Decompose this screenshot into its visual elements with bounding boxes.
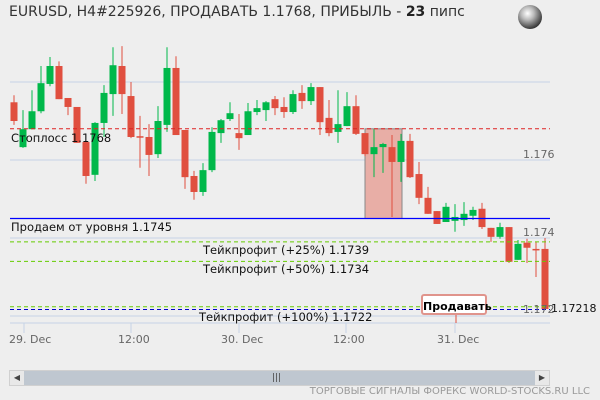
candle-up [244,111,252,136]
candle-down [487,227,495,237]
candle-up [100,92,108,123]
scroll-thumb-grip-icon[interactable]: ||| [272,373,282,383]
candle-down [523,242,531,248]
candle-up [469,209,477,216]
title-unit: пипс [425,4,465,20]
candle-up [28,111,36,130]
globe-icon[interactable] [518,5,542,29]
candle-down [325,117,333,134]
candle-up [37,83,45,112]
footer-text: ТОРГОВЫЕ СИГНАЛЫ ФОРЕКС WORLD-STOCKS.RU … [309,386,590,397]
candle-up [397,140,405,162]
candle-up [19,129,27,148]
title-text: EURUSD, H4#225926, ПРОДАВАТЬ 1.1768, ПРИ… [9,4,406,20]
candle-up [307,87,315,102]
candle-up [253,108,261,113]
candle-down [280,106,288,113]
candle-down [190,175,198,192]
candle-down [406,140,414,178]
candle-up [460,213,468,221]
candle-up [289,94,297,113]
stoploss-label: Стоплосс 1.1768 [11,131,112,145]
profit-pips: 23 [405,4,426,20]
x-tick-30-dec: 30. Dec [221,333,264,346]
candle-down [172,67,180,136]
candle-up [208,131,216,171]
candle-down [352,106,360,134]
signal-zone [364,128,403,219]
candle-down [298,92,306,102]
candle-up [217,120,225,134]
candle-down [235,133,243,139]
tp50-label: Тейкпрофит (+50%) 1.1734 [203,262,370,276]
candle-up [496,227,504,237]
y-tick-1.174: 1.174 [523,226,555,239]
candle-up [262,102,270,111]
tp100-label: Тейкпрофит (+100%) 1.1722 [199,310,373,324]
candle-up [226,113,234,120]
candle-down [316,87,324,123]
candle-up [154,121,162,155]
x-tick-31-dec: 31. Dec [437,333,480,346]
candle-down [541,248,549,309]
x-tick-29-dec: 29. Dec [9,333,52,346]
candle-up [109,65,117,95]
candle-down [361,133,369,155]
horizontal-scrollbar[interactable]: ◀ ||| ▶ [9,370,550,386]
candle-up [46,66,54,84]
candle-down [505,227,513,262]
sell-badge[interactable]: Продавать [421,294,492,315]
candle-up [379,144,387,148]
candle-down [73,106,81,143]
candle-down [415,174,423,198]
candle-down [388,147,396,162]
scroll-right-arrow-icon[interactable]: ▶ [535,371,549,385]
candle-up [442,206,450,223]
chart-title: EURUSD, H4#225926, ПРОДАВАТЬ 1.1768, ПРИ… [9,4,465,20]
candle-down [424,197,432,214]
candle-up [199,170,207,192]
current-price-label: 1.17218 [551,302,597,315]
candle-up [514,243,522,260]
entry-label: Продаем от уровня 1.1745 [11,220,173,234]
candle-down [127,96,135,137]
tp25-label: Тейкпрофит (+25%) 1.1739 [203,243,370,257]
candle-down [271,99,279,109]
candle-down [82,142,90,176]
candle-down [181,129,189,178]
candle-up [334,124,342,132]
candle-up [91,122,99,175]
y-tick-1.172: 1.172 [523,303,555,316]
y-tick-1.176: 1.176 [523,148,555,161]
candle-down [55,66,63,100]
x-tick-12-00-b: 12:00 [333,333,365,346]
candle-down [433,211,441,224]
candle-down [64,97,72,107]
candle-down [10,102,18,121]
scroll-left-arrow-icon[interactable]: ◀ [10,371,24,385]
candle-up [370,147,378,155]
candle-up [343,106,351,127]
candle-down [532,248,540,251]
candle-down [136,136,144,138]
candle-down [118,66,126,95]
candle-down [145,136,153,155]
candle-up [163,67,171,125]
x-tick-12-00: 12:00 [118,333,150,346]
